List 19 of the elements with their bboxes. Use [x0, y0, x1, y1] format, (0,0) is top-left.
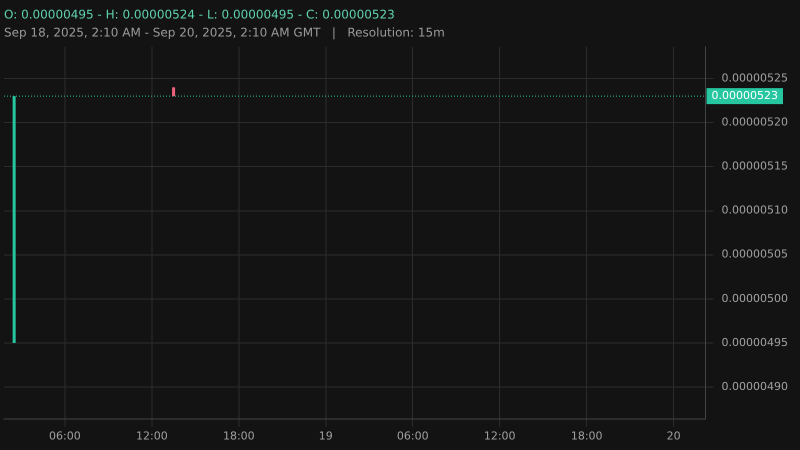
y-tick-label: 0.00000520: [722, 115, 788, 128]
y-tick-label: 0.00000515: [722, 160, 788, 173]
x-tick-label: 06:00: [49, 429, 81, 442]
y-tick-label: 0.00000525: [722, 71, 788, 84]
chart-subtitle: Sep 18, 2025, 2:10 AM - Sep 20, 2025, 2:10 AM GMT | Resolution: 15m: [4, 26, 445, 40]
chart-title: O: 0.00000495 - H: 0.00000524 - L: 0.00000495 - C: 0.00000523: [4, 7, 395, 22]
y-tick-label: 0.00000500: [722, 292, 788, 305]
x-tick-label: 06:00: [396, 429, 429, 442]
y-tick-label: 0.00000495: [722, 336, 788, 349]
y-tick-label: 0.00000505: [722, 248, 788, 261]
ref-line-label: 0.00000523: [712, 89, 778, 102]
x-tick-label: 19: [318, 429, 333, 442]
x-tick-label: 12:00: [136, 429, 168, 442]
y-tick-label: 0.00000490: [722, 380, 788, 393]
x-tick-label: 18:00: [570, 429, 603, 442]
x-tick-label: 12:00: [484, 429, 516, 442]
x-tick-label: 18:00: [222, 429, 255, 442]
y-tick-label: 0.00000510: [722, 204, 788, 217]
x-tick-label: 20: [666, 429, 681, 442]
